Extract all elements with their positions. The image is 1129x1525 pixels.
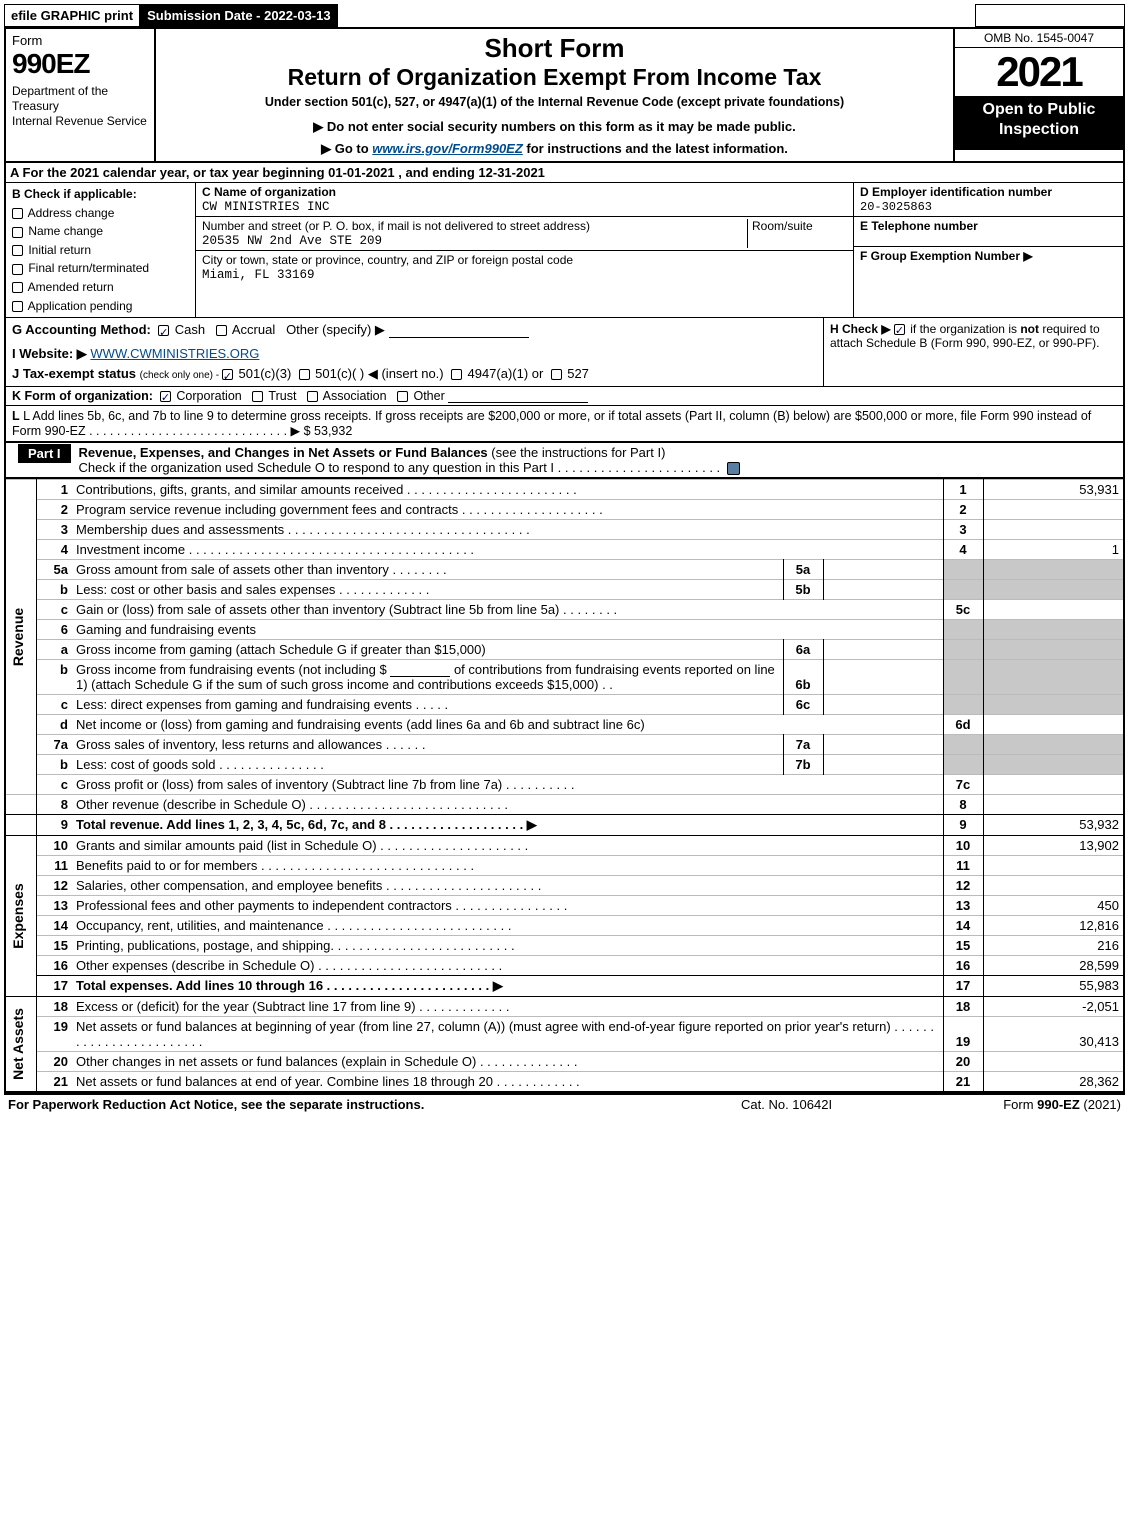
department-name: Department of the Treasury Internal Reve… xyxy=(12,84,148,129)
section-g-accounting: G Accounting Method: Cash Accrual Other … xyxy=(6,318,823,386)
ssn-warning: ▶ Do not enter social security numbers o… xyxy=(162,119,947,135)
efile-print-button[interactable]: efile GRAPHIC print xyxy=(4,4,140,27)
line-4-value: 1 xyxy=(983,540,1123,560)
group-exemption: F Group Exemption Number ▶ xyxy=(860,249,1033,263)
line-1-value: 53,931 xyxy=(983,480,1123,500)
irs-form-link[interactable]: www.irs.gov/Form990EZ xyxy=(372,141,523,156)
part-i-table: Revenue 1Contributions, gifts, grants, a… xyxy=(6,479,1123,1091)
catalog-number: Cat. No. 10642I xyxy=(741,1097,941,1112)
form-title-block: Short Form Return of Organization Exempt… xyxy=(156,29,953,161)
dln-number: DLN: 93492072005162 xyxy=(975,4,1125,27)
line-18-value: -2,051 xyxy=(983,997,1123,1017)
gross-receipts-amount: 53,932 xyxy=(314,424,352,438)
section-a-tax-year: A For the 2021 calendar year, or tax yea… xyxy=(6,161,1123,182)
submission-date: Submission Date - 2022-03-13 xyxy=(140,4,338,27)
part-i-tab: Part I xyxy=(18,444,71,463)
line-15-value: 216 xyxy=(983,936,1123,956)
section-h-schedule-b: H Check ▶ if the organization is not req… xyxy=(823,318,1123,386)
section-c-org-info: C Name of organization CW MINISTRIES INC… xyxy=(196,183,853,317)
line-10-value: 13,902 xyxy=(983,836,1123,856)
paperwork-notice: For Paperwork Reduction Act Notice, see … xyxy=(8,1097,741,1112)
short-form-title: Short Form xyxy=(162,33,947,64)
city-state-zip: Miami, FL 33169 xyxy=(202,268,315,282)
form-page: Form 990EZ Department of the Treasury In… xyxy=(4,27,1125,1093)
ein: 20-3025863 xyxy=(860,200,932,214)
top-bar: efile GRAPHIC print Submission Date - 20… xyxy=(4,4,1125,27)
street-address: 20535 NW 2nd Ave STE 209 xyxy=(202,234,382,248)
line-19-value: 30,413 xyxy=(983,1017,1123,1052)
open-to-public: Open to Public Inspection xyxy=(955,96,1123,150)
schedule-o-checkbox[interactable] xyxy=(727,462,740,475)
part-i-header: Part I Revenue, Expenses, and Changes in… xyxy=(6,441,1123,479)
line-17-value: 55,983 xyxy=(983,976,1123,997)
tax-year: 2021 xyxy=(955,48,1123,96)
section-b-checkboxes: B Check if applicable: Address change Na… xyxy=(6,183,196,317)
return-title: Return of Organization Exempt From Incom… xyxy=(162,64,947,91)
revenue-side-label: Revenue xyxy=(6,480,36,795)
form-number: 990EZ xyxy=(12,48,90,79)
line-14-value: 12,816 xyxy=(983,916,1123,936)
expenses-side-label: Expenses xyxy=(6,836,36,997)
line-21-value: 28,362 xyxy=(983,1072,1123,1092)
sections-d-e-f: D Employer identification number 20-3025… xyxy=(853,183,1123,317)
line-13-value: 450 xyxy=(983,896,1123,916)
section-l-gross-receipts: L L Add lines 5b, 6c, and 7b to line 9 t… xyxy=(6,405,1123,441)
net-assets-side-label: Net Assets xyxy=(6,997,36,1092)
omb-number: OMB No. 1545-0047 xyxy=(955,29,1123,48)
form-version: Form 990-EZ (2021) xyxy=(941,1097,1121,1112)
form-identifier: Form 990EZ Department of the Treasury In… xyxy=(6,29,156,161)
line-9-value: 53,932 xyxy=(983,815,1123,836)
page-footer: For Paperwork Reduction Act Notice, see … xyxy=(4,1093,1125,1114)
line-16-value: 28,599 xyxy=(983,956,1123,976)
section-note: Under section 501(c), 527, or 4947(a)(1)… xyxy=(162,95,947,109)
website-link[interactable]: WWW.CWMINISTRIES.ORG xyxy=(90,346,259,361)
instructions-link-line: ▶ Go to www.irs.gov/Form990EZ for instru… xyxy=(162,141,947,157)
section-k-form-type: K Form of organization: Corporation Trus… xyxy=(6,386,1123,405)
header-right: OMB No. 1545-0047 2021 Open to Public In… xyxy=(953,29,1123,161)
org-name: CW MINISTRIES INC xyxy=(202,200,330,214)
